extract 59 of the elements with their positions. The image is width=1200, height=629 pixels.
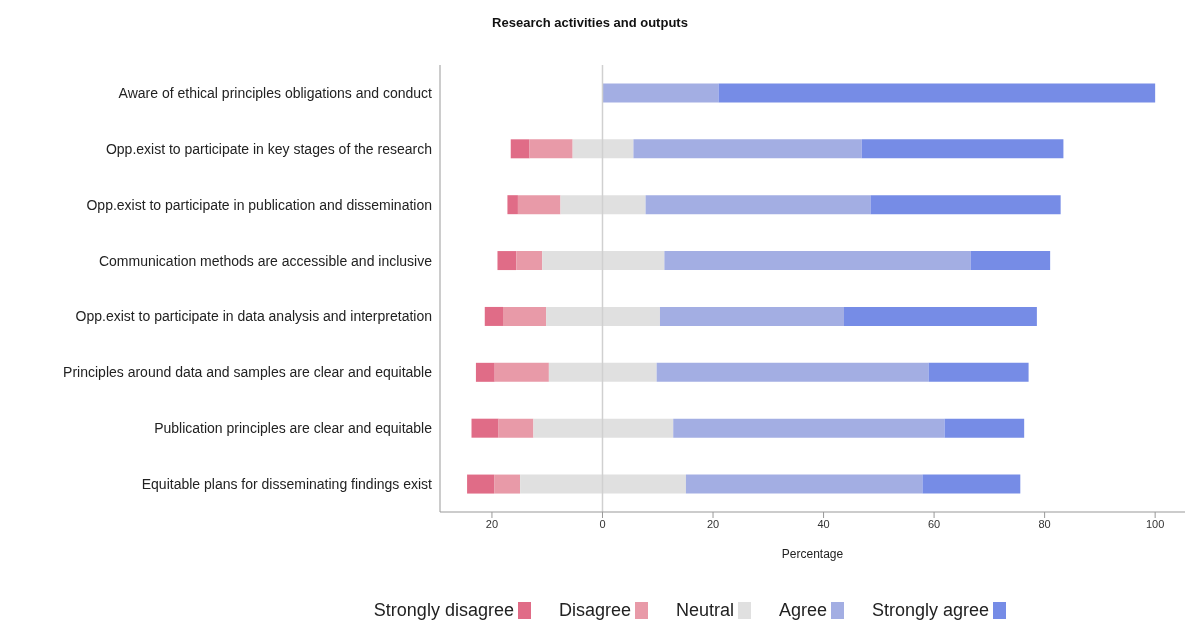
bar <box>516 251 543 271</box>
x-tick-label: 100 <box>1145 517 1165 530</box>
bar <box>467 474 495 494</box>
bar <box>664 251 971 271</box>
legend-label: Strongly agree <box>872 600 990 621</box>
bar <box>533 418 674 438</box>
bar <box>944 418 1025 438</box>
legend-label: Neutral <box>675 600 735 621</box>
bar <box>718 83 1156 103</box>
bar <box>529 139 573 159</box>
bar <box>494 474 521 494</box>
bar <box>503 306 547 326</box>
bar <box>546 306 660 326</box>
bar <box>471 418 499 438</box>
bar <box>484 306 503 326</box>
legend-label: Strongly disagree <box>373 600 514 621</box>
bar <box>560 195 646 215</box>
bar <box>475 362 495 382</box>
bar <box>517 195 561 215</box>
x-tick-label: 20 <box>706 517 720 530</box>
bar <box>520 474 686 494</box>
bar <box>494 362 549 382</box>
bar <box>673 418 945 438</box>
y-tick-label: Equitable plans for disseminating findings exist <box>141 476 433 493</box>
bar <box>870 195 1061 215</box>
bar <box>633 139 862 159</box>
bar <box>970 251 1051 271</box>
bar <box>844 306 1037 326</box>
x-tick-label: 60 <box>927 517 941 530</box>
chart-title: Research activities and outputs <box>491 14 689 32</box>
bar <box>685 474 923 494</box>
bar <box>572 139 634 159</box>
bar <box>542 251 665 271</box>
bar <box>498 418 534 438</box>
bar <box>507 195 518 215</box>
y-tick-label: Opp.exist to participate in data analysis and interpretation <box>75 308 432 325</box>
x-tick-label: 40 <box>817 517 830 530</box>
y-tick-label: Publication principles are clear and equitable <box>154 420 433 437</box>
bar <box>659 306 844 326</box>
bar <box>645 195 871 215</box>
x-tick-label: 20 <box>485 517 499 530</box>
bar <box>548 362 657 382</box>
legend-label: Disagree <box>558 600 631 621</box>
bar <box>861 139 1064 159</box>
bar <box>922 474 1021 494</box>
x-tick-label: 80 <box>1038 517 1051 530</box>
bar <box>497 251 517 271</box>
x-tick-label: 0 <box>599 517 606 530</box>
y-tick-label: Opp.exist to participate in publication and dissemination <box>86 196 432 213</box>
y-tick-label: Opp.exist to participate in key stages of the research <box>105 140 432 157</box>
y-tick-label: Principles around data and samples are clear and equitable <box>63 364 433 381</box>
bar <box>656 362 929 382</box>
y-tick-label: Aware of ethical principles obligations and conduct <box>118 84 433 101</box>
bar <box>602 83 719 103</box>
bar <box>928 362 1029 382</box>
x-axis-title: Percentage <box>781 547 844 561</box>
legend-label: Agree <box>779 600 828 621</box>
bar <box>510 139 530 159</box>
y-tick-label: Communication methods are accessible and inclusive <box>98 252 433 269</box>
